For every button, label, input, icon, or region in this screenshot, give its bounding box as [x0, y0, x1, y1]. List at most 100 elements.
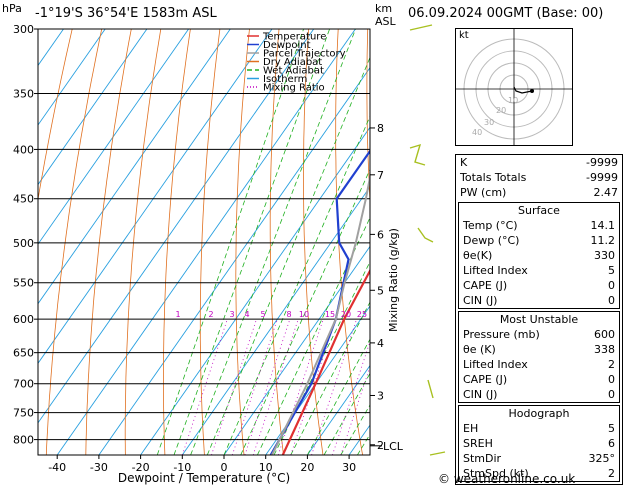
most-unstable-label: CAPE (J)	[463, 373, 508, 386]
most-unstable-value: 0	[608, 388, 615, 401]
most-unstable-row: CIN (J) 0	[459, 387, 619, 402]
wet-adiabat-line	[190, 29, 356, 455]
legend-entry: Dewpoint	[263, 40, 311, 51]
pressure-tick-label: 700	[13, 378, 34, 391]
pressure-tick-label: 450	[13, 193, 34, 206]
mixing-ratio-label: 8	[286, 310, 291, 319]
most-unstable-label: Pressure (mb)	[463, 328, 540, 341]
location-title: -1°19'S 36°54'E 1583m ASL	[35, 6, 217, 21]
surface-label: CIN (J)	[463, 294, 498, 307]
index-label: K	[460, 156, 468, 169]
hodograph-row: SREH 6	[459, 436, 619, 451]
wind-barb	[427, 379, 434, 399]
pressure-tick-label: 800	[13, 434, 34, 447]
wet-adiabat-line	[206, 56, 370, 455]
hodograph-label: SREH	[463, 437, 493, 450]
temp-tick-label: -40	[48, 461, 66, 474]
indices-rows: K -9999 Totals Totals -9999 PW (cm) 2.47	[456, 155, 622, 200]
series-temperature	[281, 268, 370, 455]
wind-barb	[429, 451, 446, 456]
isotherm-line	[38, 29, 273, 365]
mixing-ratio-label: 5	[260, 310, 265, 319]
surface-value: 11.2	[590, 234, 616, 247]
asl-label: ASL	[375, 15, 396, 28]
mixing-ratio-line	[211, 319, 257, 455]
dry-adiabat-line	[199, 29, 221, 455]
pressure-tick-label: 300	[13, 23, 34, 36]
most-unstable-label: Lifted Index	[463, 358, 528, 371]
pressure-tick-label: 350	[13, 88, 34, 101]
hodograph-storm-motion	[530, 89, 534, 93]
series-dewpoint	[269, 149, 370, 455]
most-unstable-row: Lifted Index 2	[459, 357, 619, 372]
legend-entry: Dry Adiabat	[263, 57, 322, 68]
legend-entry: Mixing Ratio	[263, 83, 325, 94]
most-unstable-section: Most Unstable Pressure (mb) 600 θe (K) 338 L…	[458, 311, 620, 403]
temp-tick-label: -20	[132, 461, 150, 474]
profile-series	[269, 149, 370, 455]
hodograph-kt-label: kt	[459, 30, 469, 41]
wind-barb	[417, 227, 434, 243]
temp-tick-label: 10	[259, 461, 273, 474]
mixing-ratio-label: 3	[229, 310, 234, 319]
surface-row: CAPE (J) 0	[459, 278, 619, 293]
km-tick-label: 3	[377, 389, 384, 402]
hodograph-value: 6	[608, 437, 615, 450]
most-unstable-label: θe (K)	[463, 343, 496, 356]
surface-label: Temp (°C)	[463, 219, 518, 232]
dry-adiabat-line	[85, 29, 132, 455]
legend-entry: Temperature	[262, 32, 326, 43]
date-title: 06.09.2024 00GMT (Base: 00)	[408, 6, 604, 21]
hodograph-value: 2	[608, 467, 615, 480]
hodograph-row: EH 5	[459, 421, 619, 436]
dry-adiabat-line	[397, 29, 441, 455]
wet-adiabat-line	[156, 29, 304, 455]
wet-adiabat-line	[223, 115, 370, 455]
surface-value: 0	[608, 279, 615, 292]
indices-table: K -9999 Totals Totals -9999 PW (cm) 2.47 Surf…	[455, 154, 623, 485]
dry-adiabat-line	[124, 29, 162, 455]
most-unstable-row: CAPE (J) 0	[459, 372, 619, 387]
index-row: K -9999	[456, 155, 622, 170]
km-tick-label: 7	[377, 169, 384, 182]
km-tick-label: 4	[377, 337, 384, 350]
hodograph-section: Hodograph EH 5 SREH 6 StmDir 325° StmSpd (kt) 2	[458, 405, 620, 482]
pressure-tick-label: 550	[13, 277, 34, 290]
index-row: Totals Totals -9999	[456, 170, 622, 185]
plot-frame	[37, 28, 371, 456]
wet-adiabat-line	[257, 216, 370, 455]
most-unstable-rows: Pressure (mb) 600 θe (K) 338 Lifted Index 2 CA…	[459, 327, 619, 402]
pressure-tick-label: 500	[13, 237, 34, 250]
pressure-tick-label: 600	[13, 313, 34, 326]
temp-tick-label: -30	[90, 461, 108, 474]
km-label: km	[375, 2, 393, 15]
hodograph-ring-label: 40	[472, 128, 482, 137]
dry-adiabat-line	[38, 29, 73, 202]
hodograph-trace	[513, 86, 533, 94]
index-value: -9999	[586, 156, 618, 169]
temp-tick-label: -10	[173, 461, 191, 474]
wind-barb	[409, 143, 426, 166]
legend-entry: Wet Adiabat	[263, 66, 324, 77]
index-label: PW (cm)	[460, 186, 507, 199]
legend-entry: Isotherm	[263, 74, 307, 85]
surface-row: CIN (J) 0	[459, 293, 619, 308]
hodograph: 10 20 30 40 kt	[455, 28, 573, 146]
isotherm-line	[38, 29, 189, 245]
surface-value: 5	[608, 264, 615, 277]
hodograph-label: StmDir	[463, 452, 502, 465]
background-lines	[38, 29, 441, 455]
mixing-ratio-label: 20	[341, 310, 351, 319]
most-unstable-row: θe (K) 338	[459, 342, 619, 357]
most-unstable-value: 600	[594, 328, 615, 341]
mixing-ratio-label: 10	[299, 310, 309, 319]
km-tick-label: 6	[377, 228, 384, 241]
wet-adiabat-line	[173, 29, 330, 455]
pressure-tick-label: 650	[13, 347, 34, 360]
hodograph-label: StmSpd (kt)	[463, 467, 529, 480]
most-unstable-value: 0	[608, 373, 615, 386]
hodograph-value: 325°	[588, 452, 616, 465]
